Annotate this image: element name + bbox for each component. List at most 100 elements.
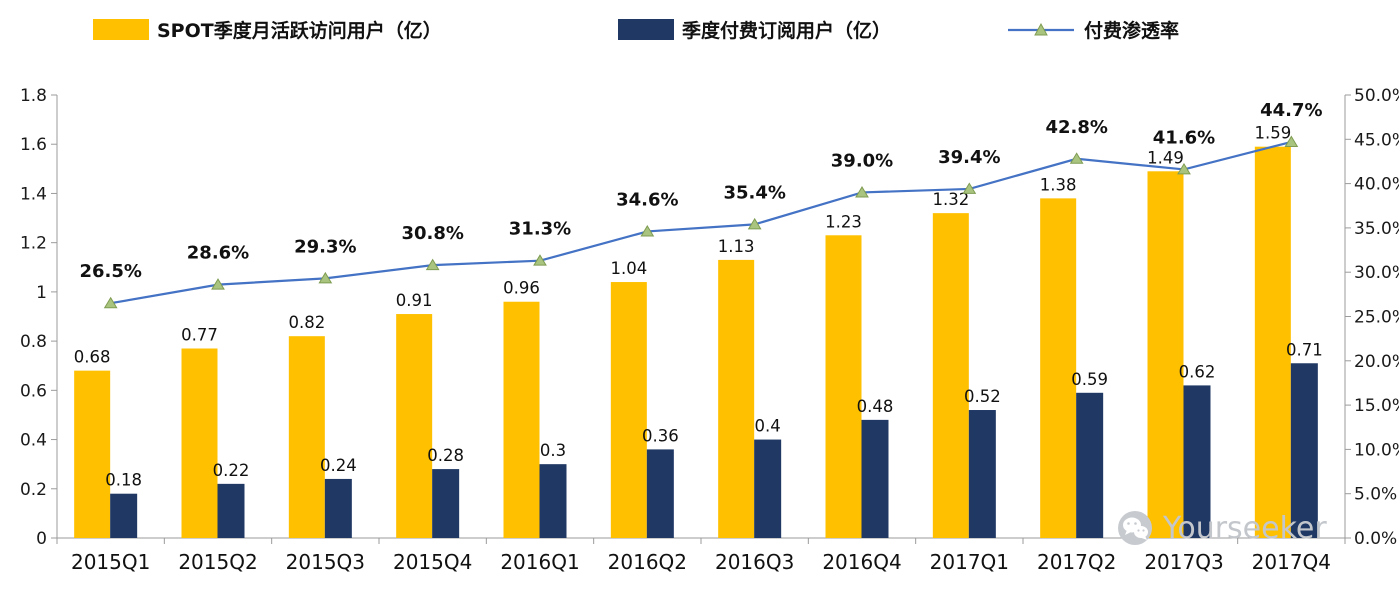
penetration-value-label: 39.4% bbox=[938, 147, 1000, 168]
penetration-marker bbox=[318, 271, 333, 284]
x-axis-label: 2016Q3 bbox=[715, 550, 794, 574]
bar-value-label: 0.3 bbox=[540, 441, 566, 460]
bar-value-label: 0.82 bbox=[288, 313, 325, 332]
mau-bar bbox=[1040, 198, 1077, 538]
bar-value-label: 0.62 bbox=[1179, 362, 1216, 381]
y-axis-right-tick-label: 25.0% bbox=[1354, 308, 1399, 328]
bar-value-label: 0.77 bbox=[181, 325, 218, 344]
mau-bar bbox=[503, 301, 540, 538]
subscriber-bar bbox=[1290, 363, 1318, 538]
subscriber-bar bbox=[110, 493, 138, 538]
penetration-marker bbox=[103, 296, 118, 309]
y-axis-right-tick-label: 45.0% bbox=[1354, 130, 1399, 150]
bar-value-label: 0.59 bbox=[1071, 370, 1108, 389]
y-axis-right-tick-label: 20.0% bbox=[1354, 352, 1399, 372]
x-axis-label: 2016Q2 bbox=[608, 550, 687, 574]
bar-value-label: 0.22 bbox=[213, 461, 250, 480]
subscriber-bar bbox=[324, 478, 352, 538]
mau-bar bbox=[181, 348, 218, 538]
penetration-value-label: 35.4% bbox=[723, 182, 785, 203]
bar-value-label: 0.96 bbox=[503, 279, 540, 298]
mau-bar bbox=[1147, 171, 1184, 539]
x-axis-label: 2015Q2 bbox=[178, 550, 257, 574]
penetration-value-label: 28.6% bbox=[187, 243, 249, 264]
penetration-marker bbox=[855, 185, 869, 198]
penetration-marker bbox=[962, 182, 977, 194]
y-axis-left-tick-label: 1.8 bbox=[20, 86, 47, 106]
y-axis-right-tick-label: 15.0% bbox=[1354, 396, 1399, 416]
bar-value-label: 1.32 bbox=[932, 190, 969, 209]
bar-value-label: 1.49 bbox=[1147, 148, 1184, 167]
x-axis-label: 2017Q3 bbox=[1144, 550, 1223, 574]
y-axis-left-tick-label: 1.4 bbox=[20, 184, 47, 204]
y-axis-right-tick-label: 0.0% bbox=[1354, 529, 1397, 549]
mau-bar bbox=[932, 213, 969, 538]
subscriber-bar bbox=[1076, 392, 1104, 538]
penetration-marker bbox=[640, 224, 655, 237]
y-axis-left-tick-label: 1.2 bbox=[20, 234, 47, 254]
legend-item-penetration: 付费渗透率 bbox=[1006, 16, 1179, 43]
subscriber-bar bbox=[539, 464, 567, 538]
y-axis-left-tick-label: 0 bbox=[36, 529, 47, 549]
y-axis-left-tick-label: 1 bbox=[36, 283, 47, 303]
mau-series-swatch bbox=[93, 19, 149, 40]
y-axis-right-tick-label: 10.0% bbox=[1354, 440, 1399, 460]
penetration-marker bbox=[1177, 162, 1191, 175]
mau-bar bbox=[396, 314, 433, 538]
bar-value-label: 1.38 bbox=[1040, 175, 1077, 194]
legend-label-subscribers: 季度付费订阅用户（亿） bbox=[682, 20, 892, 42]
penetration-marker bbox=[1284, 135, 1299, 147]
bar-value-label: 0.91 bbox=[396, 291, 433, 310]
watermark: Yourseeker bbox=[1115, 508, 1327, 548]
wechat-icon bbox=[1118, 511, 1152, 545]
penetration-value-label: 31.3% bbox=[509, 219, 571, 240]
bar-value-label: 0.28 bbox=[427, 446, 464, 465]
mau-bar bbox=[718, 259, 755, 538]
penetration-marker bbox=[1069, 152, 1084, 164]
x-axis-label: 2015Q1 bbox=[71, 550, 150, 574]
legend-item-subscribers: 季度付费订阅用户（亿） bbox=[618, 16, 891, 43]
penetration-value-label: 39.0% bbox=[831, 150, 893, 171]
x-axis-label: 2017Q4 bbox=[1252, 550, 1331, 574]
line-marker-icon bbox=[1008, 22, 1074, 35]
y-axis-left-tick-label: 1.6 bbox=[20, 135, 47, 155]
penetration-marker bbox=[747, 217, 762, 230]
subscriber-bar bbox=[217, 483, 245, 538]
bar-value-label: 1.59 bbox=[1254, 124, 1291, 143]
x-axis-label: 2015Q3 bbox=[286, 550, 365, 574]
x-axis-label: 2017Q2 bbox=[1037, 550, 1116, 574]
penetration-value-label: 41.6% bbox=[1153, 127, 1215, 148]
bar-value-label: 0.52 bbox=[964, 387, 1001, 406]
bar-value-label: 1.04 bbox=[610, 259, 647, 278]
y-axis-left-tick-label: 0.2 bbox=[20, 480, 47, 500]
subscriber-bar bbox=[968, 410, 996, 538]
bar-value-label: 0.36 bbox=[642, 426, 679, 445]
penetration-value-label: 42.8% bbox=[1045, 117, 1107, 138]
penetration-value-label: 34.6% bbox=[616, 189, 678, 210]
mau-bar bbox=[288, 336, 325, 538]
y-axis-right-tick-label: 50.0% bbox=[1354, 86, 1399, 106]
x-axis-label: 2016Q1 bbox=[500, 550, 579, 574]
mau-bar bbox=[825, 235, 862, 539]
bar-value-label: 1.13 bbox=[718, 237, 755, 256]
bar-value-label: 0.18 bbox=[105, 471, 142, 490]
bar-value-label: 1.23 bbox=[825, 212, 862, 231]
mau-bar bbox=[610, 282, 647, 538]
bar-value-label: 0.68 bbox=[74, 348, 111, 367]
y-axis-right-tick-label: 40.0% bbox=[1354, 175, 1399, 195]
legend-item-mau: SPOT季度月活跃访问用户（亿） bbox=[93, 16, 442, 43]
x-axis-label: 2017Q1 bbox=[930, 550, 1009, 574]
penetration-value-label: 44.7% bbox=[1260, 100, 1322, 121]
y-axis-right-tick-label: 30.0% bbox=[1354, 263, 1399, 283]
watermark-text: Yourseeker bbox=[1163, 510, 1327, 546]
subscriber-bar bbox=[646, 449, 674, 538]
subscriber-bar bbox=[1183, 385, 1211, 538]
penetration-marker bbox=[425, 258, 440, 271]
subscriber-series-swatch bbox=[618, 19, 674, 40]
penetration-value-label: 29.3% bbox=[294, 236, 356, 257]
subscriber-bar bbox=[861, 419, 889, 538]
penetration-value-label: 30.8% bbox=[401, 223, 463, 244]
mau-bar bbox=[1254, 146, 1291, 538]
